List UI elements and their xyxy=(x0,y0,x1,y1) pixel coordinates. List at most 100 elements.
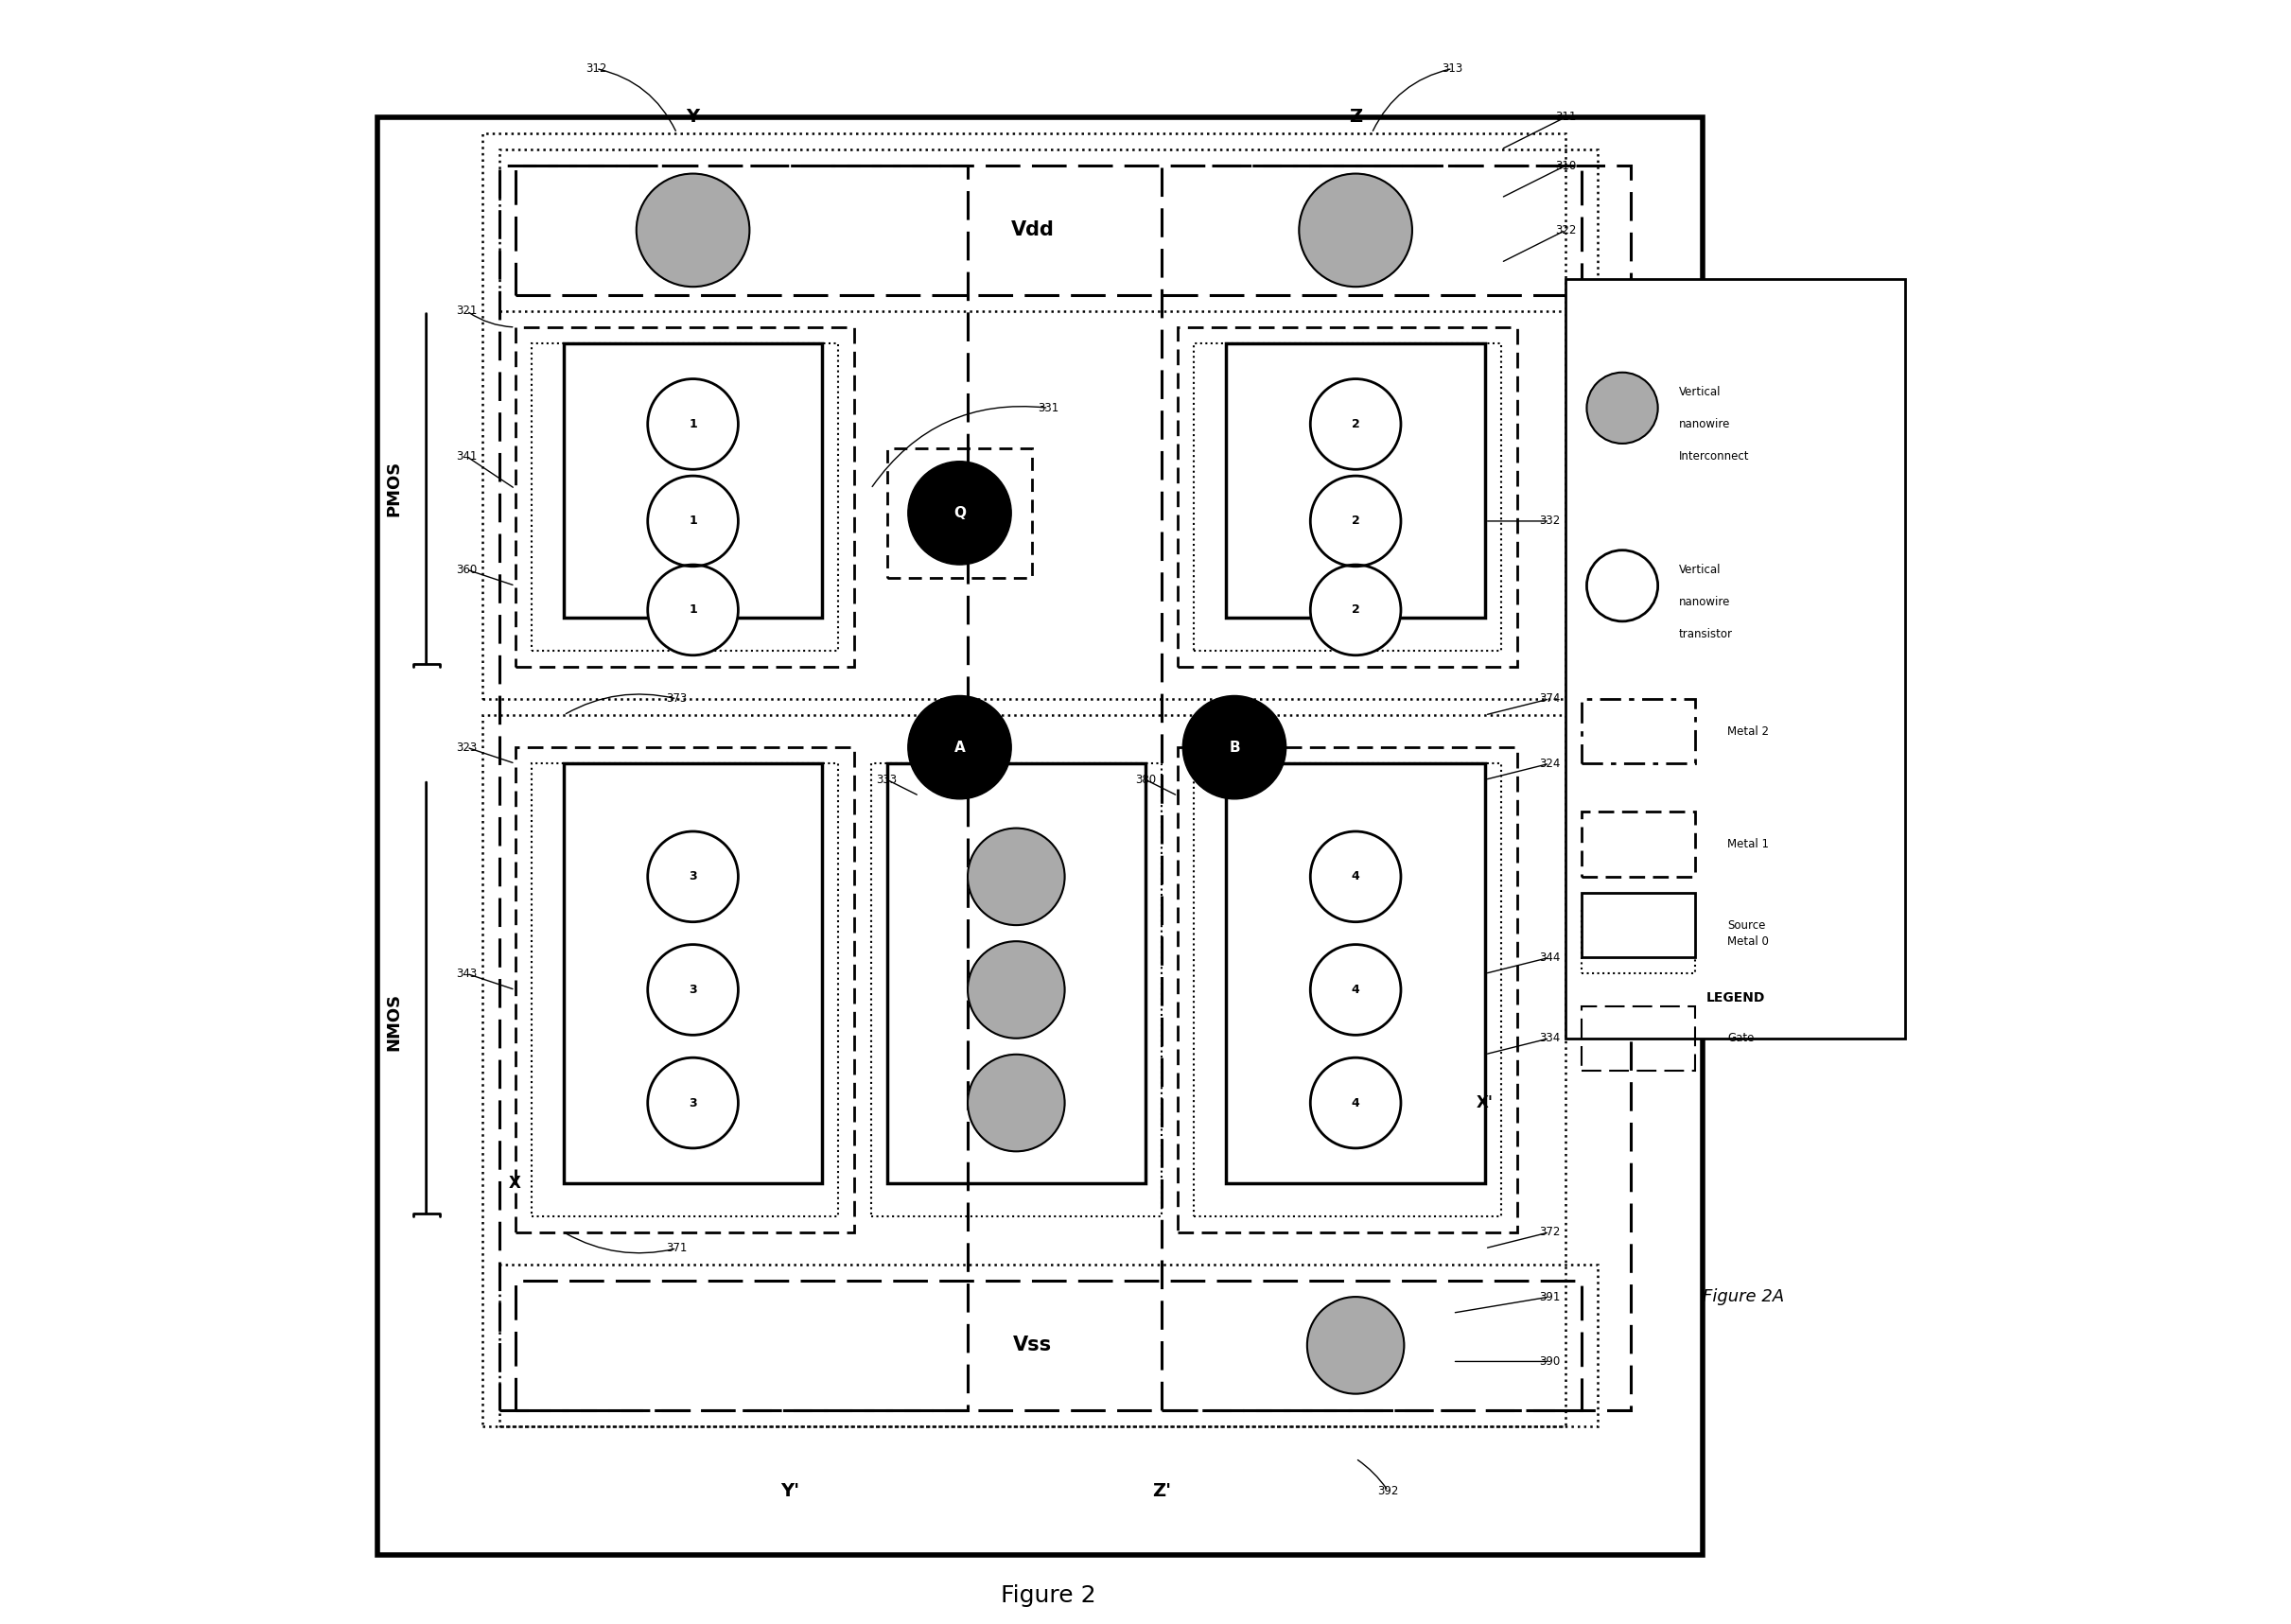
Circle shape xyxy=(967,1054,1065,1151)
Bar xyxy=(499,1265,1599,1426)
Text: Figure 2A: Figure 2A xyxy=(1702,1288,1785,1306)
Text: 390: 390 xyxy=(1540,1356,1560,1367)
Text: transistor: transistor xyxy=(1679,628,1732,640)
Circle shape xyxy=(648,945,738,1034)
Text: Metal 2: Metal 2 xyxy=(1727,724,1769,737)
Text: 310: 310 xyxy=(1556,159,1576,172)
Text: Z: Z xyxy=(1349,109,1363,127)
Bar xyxy=(887,763,1146,1184)
Circle shape xyxy=(1308,1298,1404,1393)
Bar xyxy=(378,117,1702,1556)
Circle shape xyxy=(967,942,1065,1038)
Text: NMOS: NMOS xyxy=(385,994,403,1051)
Bar xyxy=(1581,812,1695,877)
Circle shape xyxy=(648,1057,738,1148)
Text: Vertical: Vertical xyxy=(1679,385,1721,398)
Text: 391: 391 xyxy=(1540,1291,1560,1302)
Text: X: X xyxy=(509,1176,522,1192)
Circle shape xyxy=(648,476,738,567)
Circle shape xyxy=(637,174,749,287)
Text: 333: 333 xyxy=(877,773,898,786)
Bar xyxy=(1178,326,1517,666)
Text: 324: 324 xyxy=(1540,757,1560,770)
Text: 372: 372 xyxy=(1540,1226,1560,1239)
Circle shape xyxy=(1588,372,1659,443)
Text: 392: 392 xyxy=(1377,1484,1398,1497)
Text: Source: Source xyxy=(1727,919,1766,931)
Bar xyxy=(532,343,839,650)
Text: 312: 312 xyxy=(586,62,607,75)
Text: 313: 313 xyxy=(1441,62,1464,75)
Bar xyxy=(1581,909,1695,974)
Circle shape xyxy=(1310,945,1400,1034)
Text: 321: 321 xyxy=(456,305,477,317)
Text: LEGEND: LEGEND xyxy=(1707,991,1764,1005)
Text: A: A xyxy=(953,741,965,755)
Text: 1: 1 xyxy=(690,417,696,430)
Bar xyxy=(515,747,855,1233)
Bar xyxy=(1194,343,1501,650)
Bar xyxy=(1581,1005,1695,1070)
Bar xyxy=(887,448,1033,578)
Bar xyxy=(564,763,822,1184)
Text: 373: 373 xyxy=(667,693,687,705)
Text: Metal 0: Metal 0 xyxy=(1727,935,1769,947)
Text: 311: 311 xyxy=(1556,110,1576,123)
Circle shape xyxy=(1182,695,1285,799)
Circle shape xyxy=(1299,174,1411,287)
Bar xyxy=(1581,893,1695,958)
Text: 2: 2 xyxy=(1352,417,1361,430)
Circle shape xyxy=(648,831,738,922)
Text: PMOS: PMOS xyxy=(385,461,403,516)
Bar xyxy=(515,326,855,666)
Text: 380: 380 xyxy=(1134,773,1157,786)
Text: Gate: Gate xyxy=(1727,1033,1755,1044)
Text: Vdd: Vdd xyxy=(1010,221,1054,240)
Bar xyxy=(564,343,822,619)
Text: Vertical: Vertical xyxy=(1679,564,1721,577)
Text: Z': Z' xyxy=(1152,1481,1171,1499)
Text: 4: 4 xyxy=(1352,984,1361,996)
Bar xyxy=(515,1281,1581,1410)
Circle shape xyxy=(1310,476,1400,567)
Text: 3: 3 xyxy=(690,984,696,996)
Text: X': X' xyxy=(1475,1095,1494,1111)
Text: B: B xyxy=(1228,741,1239,755)
Circle shape xyxy=(1588,551,1659,622)
Bar xyxy=(1226,763,1485,1184)
Bar xyxy=(532,763,839,1216)
Text: Vss: Vss xyxy=(1013,1337,1052,1354)
Text: 322: 322 xyxy=(1556,224,1576,237)
Text: 1: 1 xyxy=(690,515,696,528)
Bar xyxy=(871,763,1162,1216)
Circle shape xyxy=(648,565,738,654)
Text: Interconnect: Interconnect xyxy=(1679,450,1750,463)
Text: 334: 334 xyxy=(1540,1033,1560,1044)
Bar xyxy=(1581,698,1695,763)
Text: Y: Y xyxy=(687,109,699,127)
Text: 4: 4 xyxy=(1352,870,1361,883)
Bar xyxy=(515,166,1581,296)
Text: 2: 2 xyxy=(1352,604,1361,615)
Circle shape xyxy=(907,461,1010,565)
Text: 341: 341 xyxy=(456,450,477,463)
Text: Metal 1: Metal 1 xyxy=(1727,838,1769,851)
Text: 371: 371 xyxy=(667,1242,687,1254)
Circle shape xyxy=(1310,378,1400,469)
Bar xyxy=(1226,343,1485,619)
Bar xyxy=(1162,166,1631,1410)
Text: nanowire: nanowire xyxy=(1679,596,1730,607)
Circle shape xyxy=(1310,1057,1400,1148)
Text: 344: 344 xyxy=(1540,952,1560,963)
Text: nanowire: nanowire xyxy=(1679,417,1730,430)
Text: 343: 343 xyxy=(456,968,477,979)
Text: Y': Y' xyxy=(781,1481,800,1499)
Text: 374: 374 xyxy=(1540,693,1560,705)
Bar xyxy=(499,166,967,1410)
Text: Q: Q xyxy=(953,507,967,520)
Text: 323: 323 xyxy=(456,741,477,754)
Bar xyxy=(1194,763,1501,1216)
Text: 1: 1 xyxy=(690,604,696,615)
Bar xyxy=(1565,279,1906,1038)
Circle shape xyxy=(648,378,738,469)
